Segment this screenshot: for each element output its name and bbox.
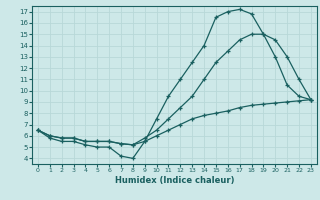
- X-axis label: Humidex (Indice chaleur): Humidex (Indice chaleur): [115, 176, 234, 185]
